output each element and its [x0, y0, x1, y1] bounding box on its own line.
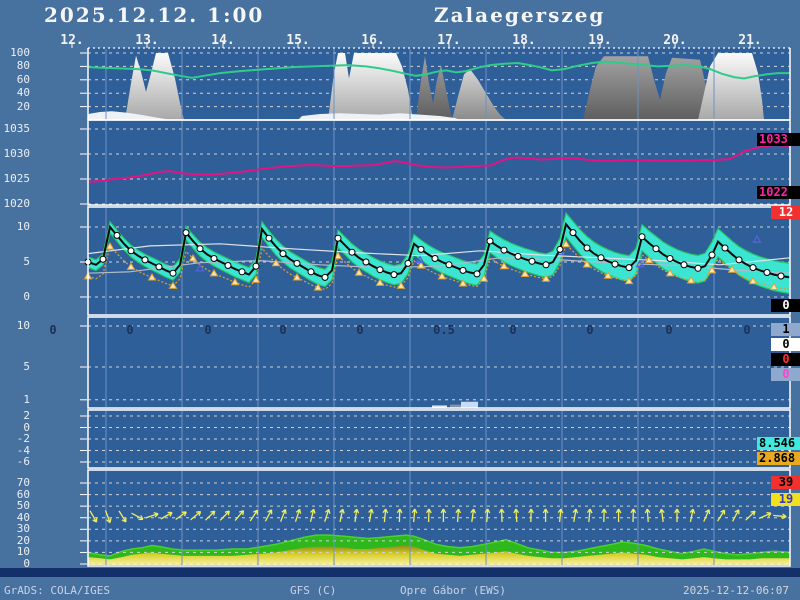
- panel-frames: [0, 42, 800, 577]
- panel-backgrounds: [88, 48, 790, 566]
- plot-layers: [83, 49, 791, 565]
